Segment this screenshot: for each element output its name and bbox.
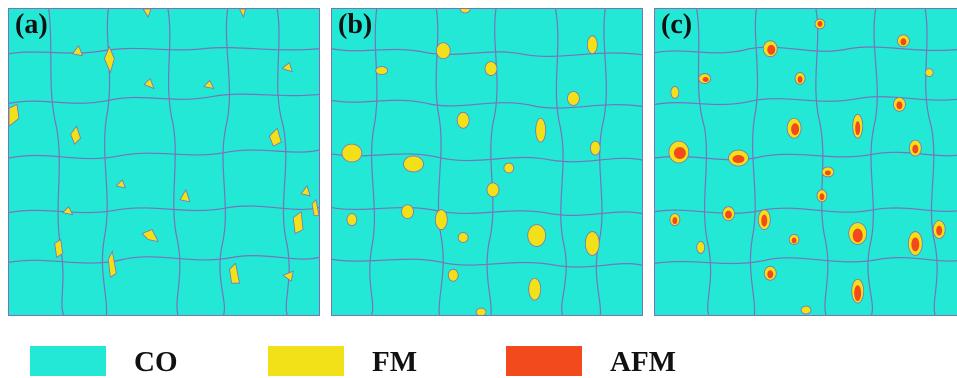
panel-label: (c) [661, 9, 693, 40]
legend-label-afm: AFM [610, 346, 677, 378]
grain-map-c [655, 9, 957, 315]
legend-swatch-afm [506, 346, 582, 376]
grain-boundaries [9, 9, 319, 315]
afm-core-precipitates [668, 18, 946, 315]
grain-map-a [9, 9, 319, 315]
legend-swatch-fm [268, 346, 344, 376]
panel-b: (b) [331, 8, 643, 316]
fm-precipitates [9, 9, 319, 284]
afm-cores [672, 20, 943, 302]
panel-label: (b) [338, 9, 373, 40]
panel-c: (c) [654, 8, 957, 316]
panel-a: (a) [8, 8, 320, 316]
legend-label-fm: FM [372, 346, 418, 378]
legend-label-co: CO [134, 346, 178, 378]
legend: CO FM AFM [0, 346, 957, 378]
grain-boundaries [655, 9, 957, 315]
panel-label: (a) [15, 9, 48, 40]
grain-boundaries [332, 9, 642, 315]
fm-precipitates [341, 9, 601, 315]
grain-map-b [332, 9, 642, 315]
legend-swatch-co [30, 346, 106, 376]
